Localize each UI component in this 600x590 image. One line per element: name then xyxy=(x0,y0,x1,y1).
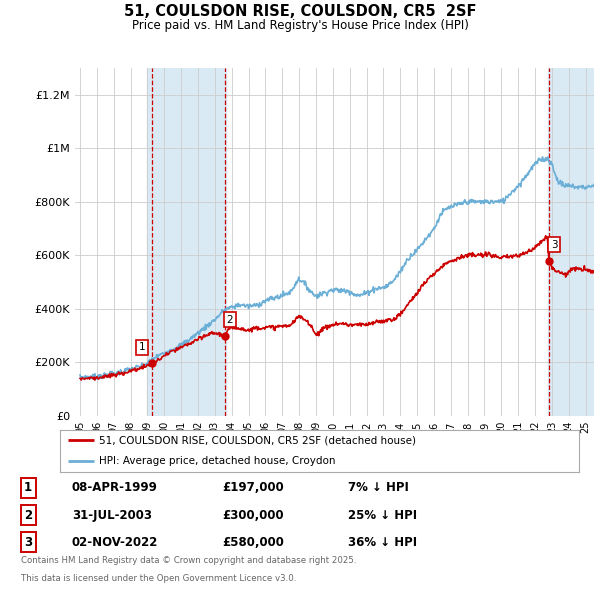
Text: This data is licensed under the Open Government Licence v3.0.: This data is licensed under the Open Gov… xyxy=(21,574,296,583)
Text: 02-NOV-2022: 02-NOV-2022 xyxy=(72,536,158,549)
Text: 51, COULSDON RISE, COULSDON, CR5 2SF (detached house): 51, COULSDON RISE, COULSDON, CR5 2SF (de… xyxy=(99,435,416,445)
Text: 2: 2 xyxy=(226,314,233,325)
Text: 25% ↓ HPI: 25% ↓ HPI xyxy=(348,509,417,522)
Text: 3: 3 xyxy=(551,240,557,250)
Bar xyxy=(148,68,226,416)
Text: 08-APR-1999: 08-APR-1999 xyxy=(72,481,158,494)
Text: Price paid vs. HM Land Registry's House Price Index (HPI): Price paid vs. HM Land Registry's House … xyxy=(131,19,469,32)
Text: 31-JUL-2003: 31-JUL-2003 xyxy=(72,509,152,522)
Text: 36% ↓ HPI: 36% ↓ HPI xyxy=(348,536,417,549)
Text: 1: 1 xyxy=(139,342,145,352)
Text: 3: 3 xyxy=(24,536,32,549)
Text: 1: 1 xyxy=(24,481,32,494)
Text: £300,000: £300,000 xyxy=(222,509,284,522)
Text: 51, COULSDON RISE, COULSDON, CR5  2SF: 51, COULSDON RISE, COULSDON, CR5 2SF xyxy=(124,4,476,19)
Text: £580,000: £580,000 xyxy=(222,536,284,549)
Bar xyxy=(548,68,594,416)
Text: 2: 2 xyxy=(24,509,32,522)
Text: HPI: Average price, detached house, Croydon: HPI: Average price, detached house, Croy… xyxy=(99,457,335,466)
Text: £197,000: £197,000 xyxy=(222,481,284,494)
Text: 7% ↓ HPI: 7% ↓ HPI xyxy=(348,481,409,494)
Text: Contains HM Land Registry data © Crown copyright and database right 2025.: Contains HM Land Registry data © Crown c… xyxy=(21,556,356,565)
